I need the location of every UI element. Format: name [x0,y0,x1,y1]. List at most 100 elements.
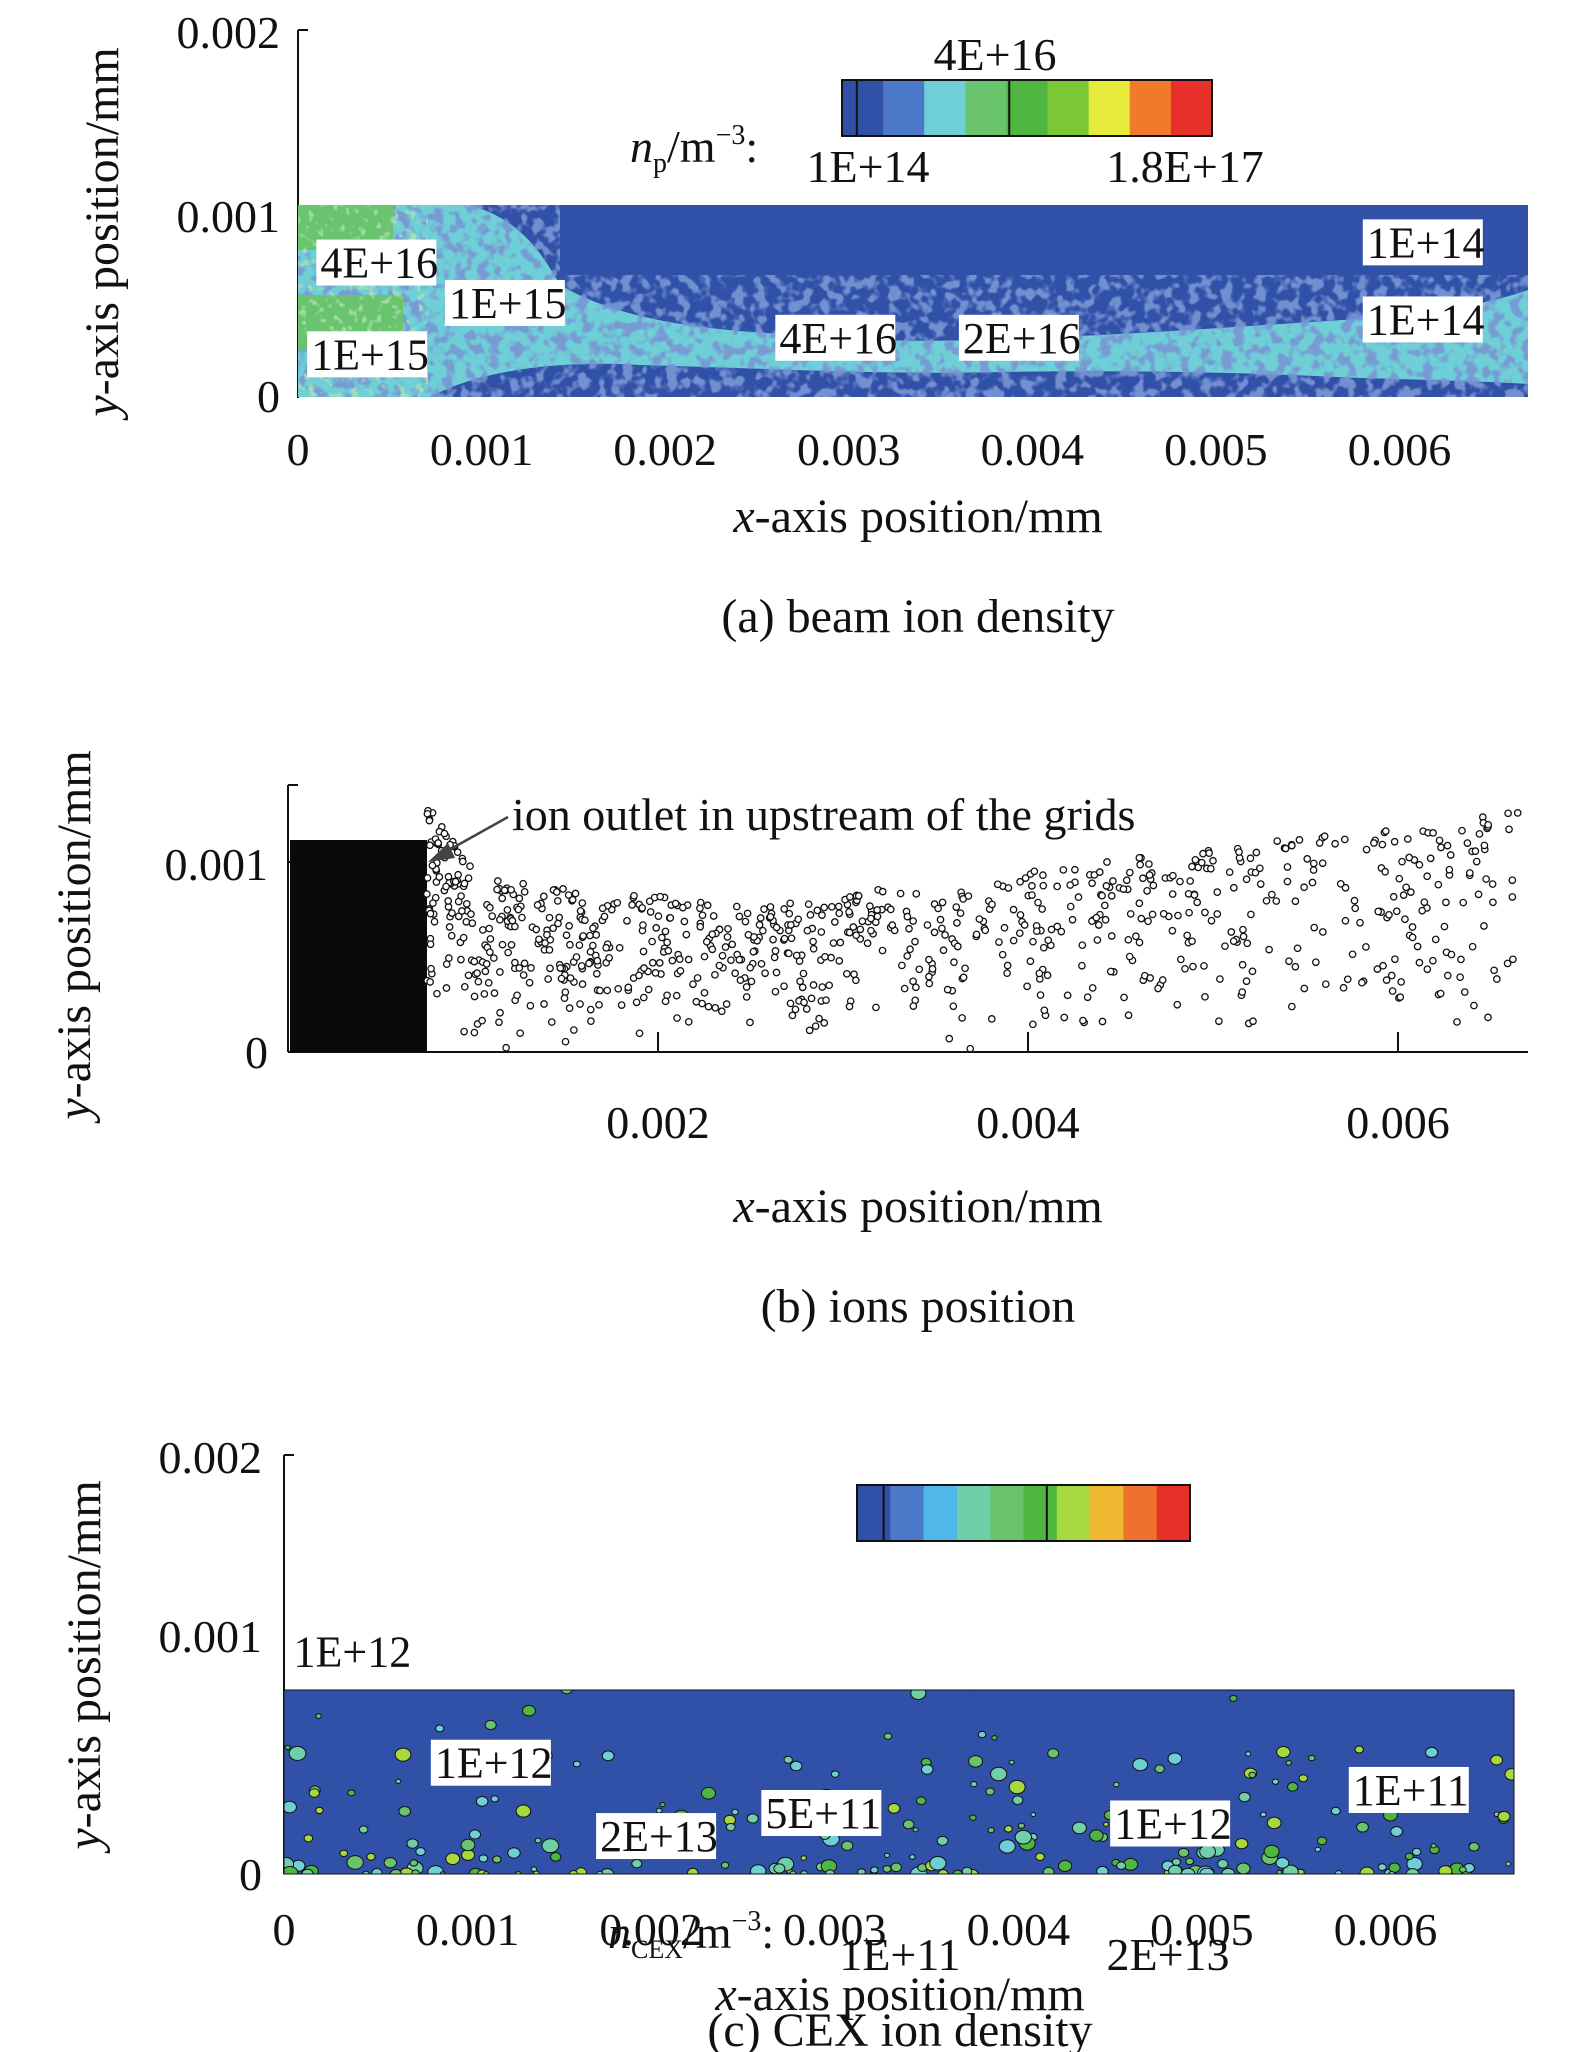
ion-point [1246,854,1255,863]
ion-point [654,912,663,921]
ion-point [589,924,597,933]
ion-point [758,926,767,935]
ion-point [717,1007,726,1016]
ion-point [1036,991,1045,999]
ion-point [1209,856,1217,865]
ion-point [1060,1013,1069,1022]
annotation-label: 1E+11 [1353,1766,1469,1815]
ion-point [1094,921,1103,929]
ion-point [958,1014,966,1022]
ion-point [780,982,788,991]
ion-point [1339,983,1348,992]
density-blob [1275,1857,1290,1869]
density-blob [1438,1865,1453,1874]
density-blob [484,1719,497,1731]
density-blob [1035,1852,1045,1861]
ion-point [628,901,636,909]
ion-point [802,1005,811,1013]
ion-point [1453,1018,1461,1026]
density-blob [1113,1781,1120,1788]
panel-a-colorbar-max-label: 1.8E+17 [1106,141,1264,192]
ion-point [930,928,939,937]
ion-point [1143,886,1151,895]
ion-point [545,946,554,954]
panel-a-colorbar [841,79,1213,137]
ion-point [576,1000,584,1008]
ion-point [458,857,467,866]
ion-point [460,879,469,888]
density-blob [415,1847,426,1857]
ion-point [1095,868,1104,876]
panel-c-y-ticks: 0.002 0.001 0 [159,1432,263,1900]
colorbar-swatch [990,1485,1024,1541]
ion-point [557,974,566,983]
ion-point [1341,916,1350,925]
panel-c-y-tick-label: 0.001 [159,1611,263,1662]
ion-point [593,956,602,965]
ion-point [462,918,471,926]
panel-c-colorbar-labels: 1E+11 2E+13 nCEX/m−3: [608,1906,1230,1980]
ion-point [1505,825,1513,834]
ion-point [1320,832,1329,841]
ion-point [1395,874,1404,883]
ion-point [658,933,666,942]
ion-point [903,912,912,921]
ion-point [1407,888,1415,896]
ion-point [721,943,730,951]
ion-point [845,908,853,916]
ion-point [770,953,779,962]
ion-point [792,951,801,960]
density-blob [1030,1812,1037,1818]
ion-point [1268,890,1276,899]
ion-point [479,926,487,934]
density-blob [998,1839,1016,1854]
density-blob [969,1814,977,1821]
panel-c-y-tick-label: 0.002 [159,1432,263,1483]
ion-point [561,1037,570,1046]
annotation-box [444,279,565,326]
ion-point [648,958,657,967]
ion-point [502,1043,510,1052]
ion-point [1295,836,1304,844]
ion-point [771,947,780,955]
ion-point [1100,901,1109,910]
ion-point [813,906,822,915]
ion-point [602,943,611,952]
ion-point [680,917,689,926]
ion-point [728,940,737,949]
annotation-label: 5E+11 [765,1789,881,1838]
ion-point [825,981,834,990]
ion-point [696,904,704,913]
ion-point [718,951,727,960]
colorbar-swatch [857,1485,891,1541]
density-blob [358,1825,369,1834]
ion-point [828,902,836,911]
ion-point [468,919,477,928]
ion-point [648,937,656,946]
ion-point [856,925,865,934]
ion-point [1251,868,1260,877]
density-blob [406,1838,419,1849]
ion-point [1488,880,1497,888]
ion-point [1239,932,1248,941]
x-tick-label: 0.006 [1334,1904,1438,1955]
ion-point [953,942,962,951]
ion-point [952,903,961,911]
ion-point [1191,855,1200,864]
ion-point [473,969,481,977]
density-blob [1042,1866,1055,1874]
colorbar-swatch [1170,80,1213,136]
ion-point [938,898,947,907]
density-blob [530,1866,538,1872]
ion-point [445,923,454,931]
ion-point [772,923,781,932]
ion-point [1029,937,1037,946]
ion-point [526,1001,535,1010]
ion-point [565,922,573,930]
ion-point [1183,931,1192,940]
density-blob [700,1786,717,1800]
ion-point [1370,839,1378,847]
ion-point [981,926,990,935]
